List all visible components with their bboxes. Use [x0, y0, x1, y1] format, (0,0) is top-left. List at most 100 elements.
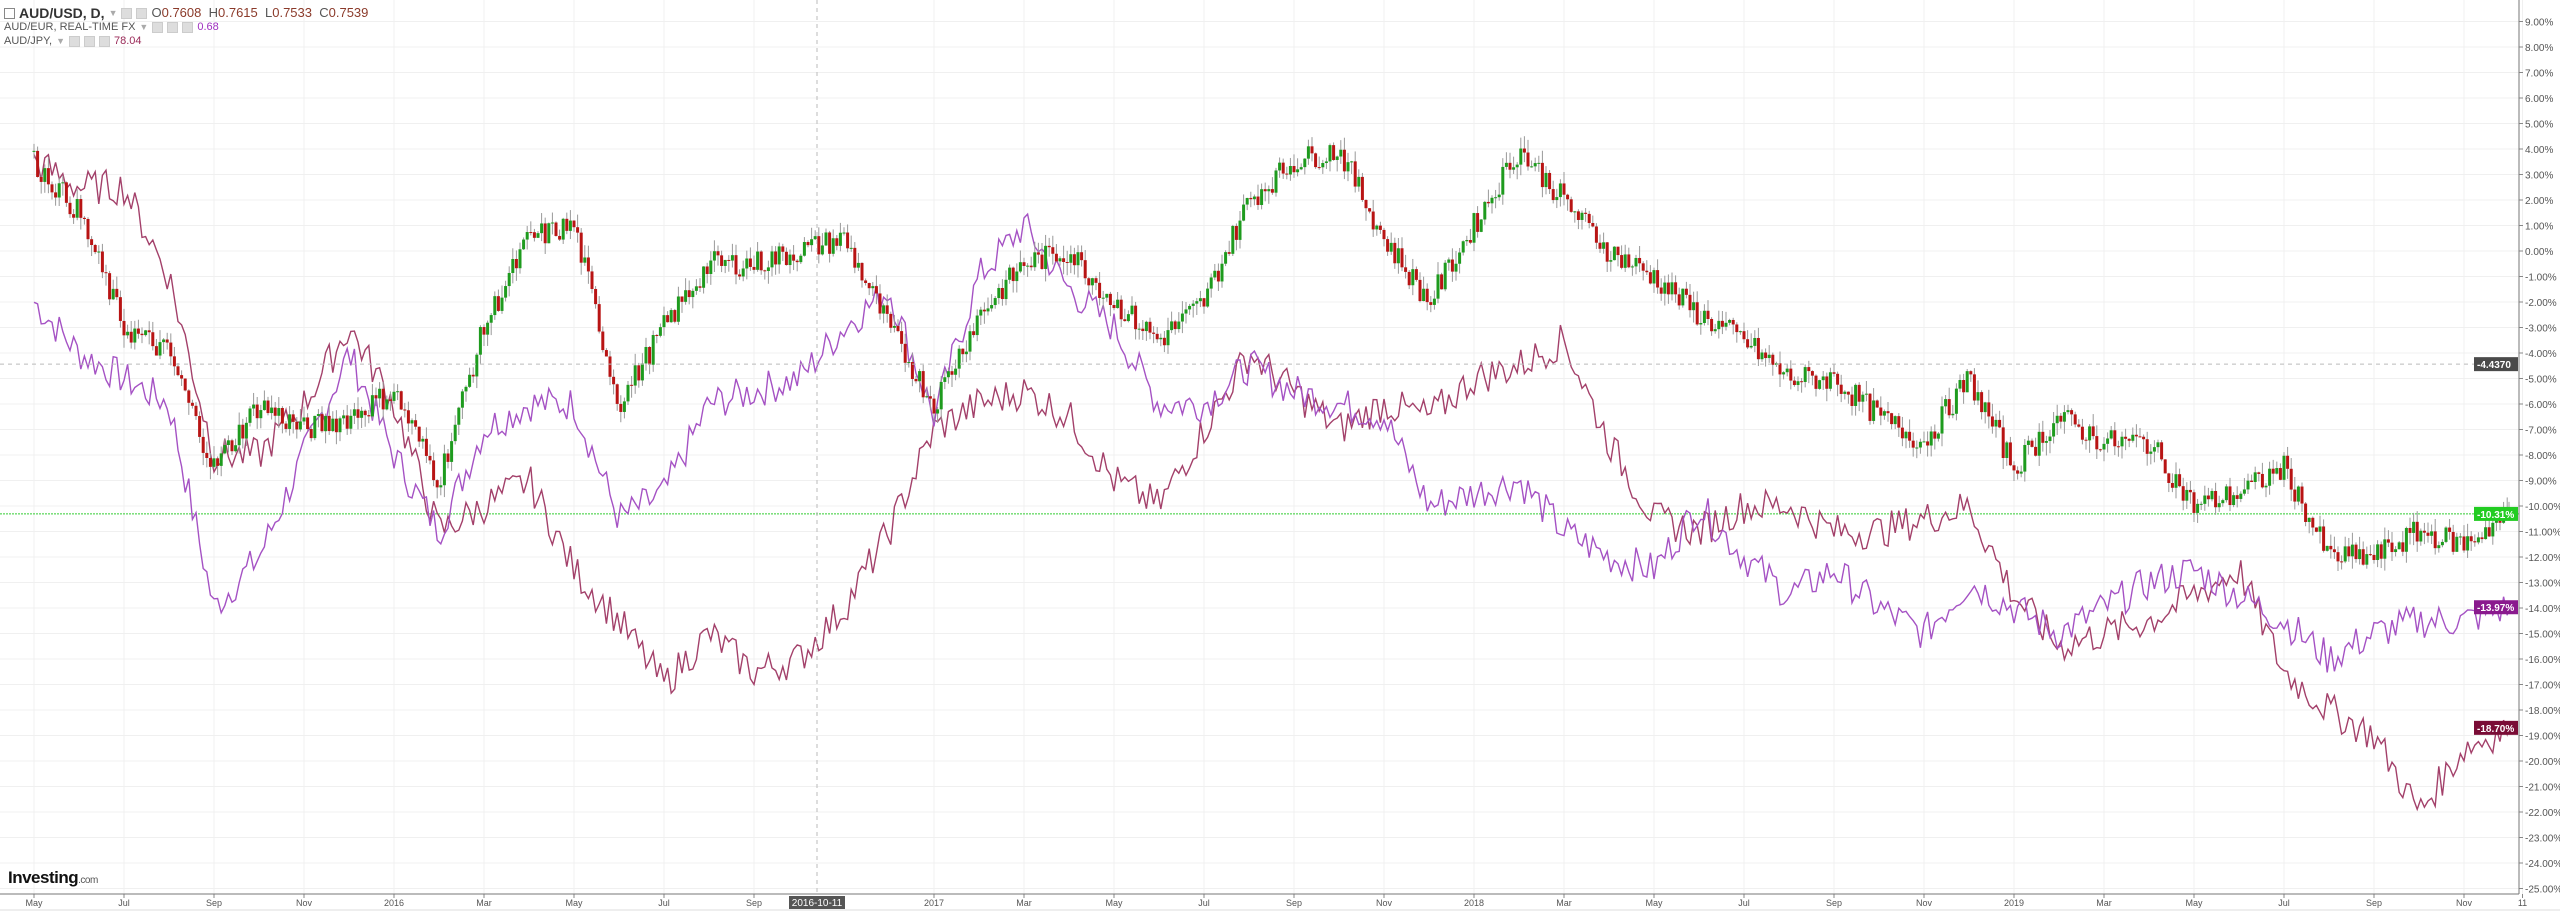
gear-icon[interactable]	[167, 21, 179, 33]
legend: AUD/USD, D, ▼ O0.7608 H0.7615 L0.7533 C0…	[4, 6, 368, 48]
series-aud-eur	[33, 212, 2510, 673]
high-value: 0.7615	[218, 5, 258, 20]
candle	[2314, 527, 2318, 532]
candle	[1627, 254, 1631, 268]
eye-icon[interactable]	[152, 21, 164, 33]
candle	[554, 222, 558, 236]
candle	[1659, 287, 1663, 294]
candle	[1735, 324, 1739, 333]
candle	[1400, 248, 1404, 268]
candle	[1184, 309, 1188, 314]
candle	[802, 242, 806, 256]
candle	[1749, 345, 1753, 348]
candle	[118, 297, 122, 321]
candle	[2325, 545, 2329, 551]
close-icon[interactable]	[99, 35, 111, 47]
candle	[2091, 426, 2095, 437]
candle	[2361, 549, 2365, 565]
candle	[2116, 446, 2120, 448]
legend-aud-eur[interactable]: AUD/EUR, REAL-TIME FX ▼ 0.68	[4, 20, 368, 34]
candle	[1843, 391, 1847, 394]
legend-aud-jpy[interactable]: AUD/JPY, ▼ 78.04	[4, 34, 368, 48]
y-tick-label: -22.00%	[2525, 808, 2560, 819]
candle	[1476, 213, 1480, 232]
low-label: L	[265, 5, 273, 20]
candle	[2163, 459, 2167, 474]
candle	[460, 391, 464, 408]
candle	[1080, 252, 1084, 261]
candle	[1872, 400, 1876, 421]
eye-icon[interactable]	[121, 7, 133, 19]
legend-aud-usd[interactable]: AUD/USD, D, ▼ O0.7608 H0.7615 L0.7533 C0…	[4, 6, 368, 20]
candle	[1148, 321, 1152, 333]
candle	[90, 239, 94, 246]
candle	[1245, 197, 1249, 205]
y-tick-label: -15.00%	[2525, 630, 2560, 641]
candle	[2336, 552, 2340, 562]
legend-value: 78.04	[114, 35, 142, 47]
crosshair-date-badge	[789, 896, 845, 909]
candle	[1720, 320, 1724, 327]
gear-icon[interactable]	[84, 35, 96, 47]
candle	[39, 176, 43, 182]
candle	[223, 445, 227, 454]
candle	[1436, 274, 1440, 299]
candle	[464, 386, 468, 392]
candle	[439, 485, 443, 488]
candle	[1335, 156, 1339, 160]
candle	[1702, 310, 1706, 324]
candle	[982, 309, 986, 312]
candle	[475, 354, 479, 377]
candle	[1263, 189, 1267, 192]
candle	[2350, 544, 2354, 557]
candle	[54, 192, 58, 198]
candle	[2098, 449, 2102, 451]
legend-symbol: AUD/JPY,	[4, 35, 53, 47]
x-tick-label: Sep	[2366, 898, 2382, 908]
candle	[698, 286, 702, 288]
candle	[1555, 197, 1559, 201]
candle	[2084, 439, 2088, 441]
candle	[1299, 167, 1303, 170]
gear-icon[interactable]	[136, 7, 148, 19]
collapse-icon[interactable]	[4, 7, 15, 19]
chevron-down-icon[interactable]: ▼	[56, 36, 66, 46]
candle	[1220, 263, 1224, 282]
candle	[1792, 380, 1796, 386]
candle	[1202, 298, 1206, 307]
candle	[194, 405, 198, 417]
candle	[1296, 169, 1300, 173]
eye-icon[interactable]	[69, 35, 81, 47]
x-tick-label: Mar	[476, 898, 492, 908]
chevron-down-icon[interactable]: ▼	[139, 22, 149, 32]
candle	[990, 305, 994, 309]
candle	[273, 407, 277, 416]
candle	[1429, 302, 1433, 305]
bottom-bar	[0, 909, 2560, 911]
candle	[1684, 288, 1688, 295]
chevron-down-icon[interactable]: ▼	[108, 8, 118, 18]
candle	[399, 391, 403, 410]
candle	[514, 258, 518, 269]
close-icon[interactable]	[182, 21, 194, 33]
close-label: C	[319, 5, 329, 20]
candle	[1638, 257, 1642, 264]
x-tick-label: Nov	[296, 898, 313, 908]
candle	[1317, 167, 1321, 169]
candle	[640, 363, 644, 381]
candle	[2408, 527, 2412, 533]
candle	[72, 214, 76, 218]
candle	[2343, 546, 2347, 562]
candle	[705, 266, 709, 274]
candle	[1414, 269, 1418, 280]
candle	[1519, 148, 1523, 165]
y-tick-label: -2.00%	[2525, 298, 2557, 309]
candle	[1965, 371, 1969, 393]
candle	[892, 325, 896, 328]
investing-logo[interactable]: Investing.com	[8, 868, 98, 888]
candle	[1119, 299, 1123, 320]
candle	[1652, 270, 1656, 284]
candle	[2178, 474, 2182, 487]
candle	[2372, 554, 2376, 561]
